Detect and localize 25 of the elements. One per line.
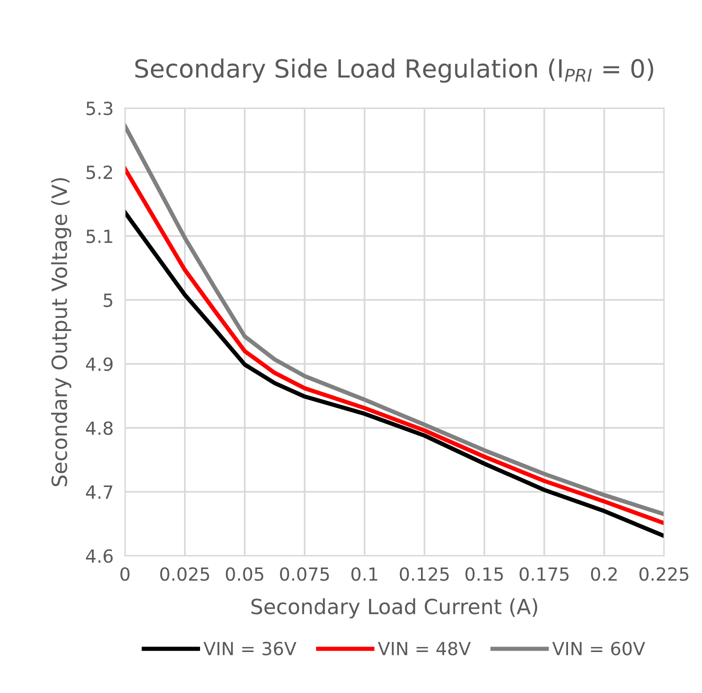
x-tick-label: 0.075: [280, 567, 329, 581]
y-tick-label: 4.9: [86, 357, 113, 372]
x-tick-label: 0.2: [591, 567, 617, 581]
x-tick-label: 0: [120, 567, 130, 581]
y-tick-label: 5: [104, 294, 112, 308]
y-tick-label: 5.1: [86, 230, 112, 244]
x-tick-label: 0.125: [400, 567, 449, 581]
y-tick-label: 4.8: [86, 421, 113, 435]
x-tick-label: 0.1: [351, 567, 378, 581]
x-tick-label: 0.025: [160, 567, 210, 581]
y-tick-label: 4.7: [86, 486, 112, 499]
chart-title: Secondary Side Load Regulation (I$_{PRI}$ = 0): [135, 58, 654, 83]
legend-label: VIN = 36V: [204, 642, 296, 656]
y-tick-label: 4.6: [86, 549, 113, 563]
legend-label: VIN = 48V: [378, 642, 471, 656]
x-tick-label: 0.15: [465, 567, 503, 581]
x-axis-title: Secondary Load Current (A): [251, 598, 538, 618]
x-tick-label: 0.05: [226, 567, 264, 581]
x-tick-label: 0.225: [639, 567, 688, 581]
y-tick-label: 5.3: [86, 102, 112, 116]
legend-label: VIN = 60V: [552, 642, 646, 656]
x-tick-label: 0.175: [520, 567, 569, 581]
y-tick-label: 5.2: [86, 166, 112, 180]
line-series: [124, 210, 664, 538]
y-axis-title: Secondary Output Voltage (V): [51, 178, 72, 486]
